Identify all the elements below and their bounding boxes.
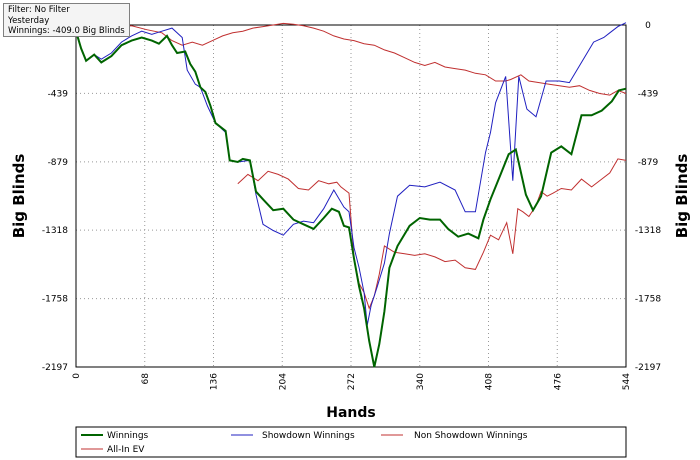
y-axis-title-left: Big Blinds (10, 154, 28, 239)
legend: Winnings Showdown Winnings Non Showdown … (75, 426, 627, 458)
y-tick-label-left: -1318 (42, 226, 68, 236)
filter-label: Filter: No Filter (8, 5, 70, 15)
non-showdown-winnings-line (75, 21, 627, 96)
y-tick-label-left: -439 (48, 89, 69, 99)
x-tick-label: 272 (347, 373, 357, 390)
filter-info-box: Filter: No Filter Yesterday Winnings: -4… (3, 3, 130, 37)
x-tick-label: 544 (622, 373, 632, 390)
all-in-ev-line (237, 158, 627, 310)
y-tick-label-right: -1758 (635, 295, 661, 305)
grid-layer (76, 24, 626, 367)
x-tick-label: 0 (72, 373, 82, 379)
x-tick-label: 204 (278, 373, 288, 390)
x-tick-label: 136 (210, 373, 220, 390)
y-tick-label-left: -879 (48, 158, 69, 168)
y-tick-label-right: -2197 (635, 363, 661, 373)
winnings-label: Winnings: -409.0 Big Blinds (8, 26, 125, 36)
legend-label-showdown: Showdown Winnings (262, 431, 355, 441)
x-tick-label: 476 (553, 373, 563, 390)
y-tick-label-left: -2197 (42, 363, 68, 373)
legend-label-winnings: Winnings (107, 431, 149, 441)
tick-layer: 0 0 -439 -439 -879 -879 -1318 -1318 -1758 -1758 -2… (42, 21, 662, 390)
legend-box (75, 426, 627, 458)
showdown-winnings-line (75, 22, 627, 326)
x-tick-label: 68 (141, 373, 151, 385)
y-tick-label-right: -439 (638, 89, 659, 99)
y-tick-label-right: -1318 (635, 226, 661, 236)
period-label: Yesterday (8, 15, 50, 26)
y-axis-title-right: Big Blinds (673, 154, 691, 239)
series-layer (75, 21, 627, 368)
plot-frame (75, 24, 627, 368)
x-tick-label: 340 (416, 373, 426, 390)
x-tick-label: 408 (485, 373, 495, 390)
x-axis-title: Hands (326, 405, 376, 421)
y-tick-label-left: -1758 (42, 295, 68, 305)
legend-label-allin-ev: All-In EV (107, 445, 145, 455)
legend-label-non-showdown: Non Showdown Winnings (414, 431, 528, 441)
y-tick-label-right: -879 (638, 158, 659, 168)
y-tick-label-right: 0 (645, 21, 651, 31)
winnings-line (75, 30, 627, 368)
